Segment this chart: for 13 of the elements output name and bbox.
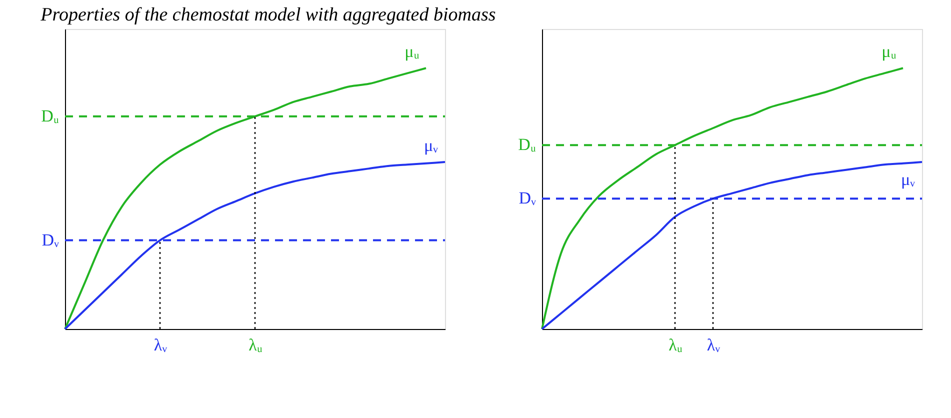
ref-line-label: Dᵤ xyxy=(41,106,60,126)
ref-line-label: Dᵥ xyxy=(42,230,60,250)
x-tick-label: λᵥ xyxy=(154,336,168,354)
ref-line-label: Dᵤ xyxy=(518,135,536,154)
series-label: μᵥ xyxy=(424,136,440,156)
ref-line-label: Dᵥ xyxy=(518,188,537,208)
x-tick-label: λᵥ xyxy=(706,336,722,354)
x-tick-label: λᵤ xyxy=(668,336,683,354)
series-label: μᵤ xyxy=(404,42,420,62)
x-tick-label: λᵤ xyxy=(248,336,263,354)
chart-title: Properties of the chemostat model with aggregated biomass xyxy=(40,4,496,26)
series-label: μᵥ xyxy=(900,170,916,190)
series-label: μᵤ xyxy=(882,42,897,62)
